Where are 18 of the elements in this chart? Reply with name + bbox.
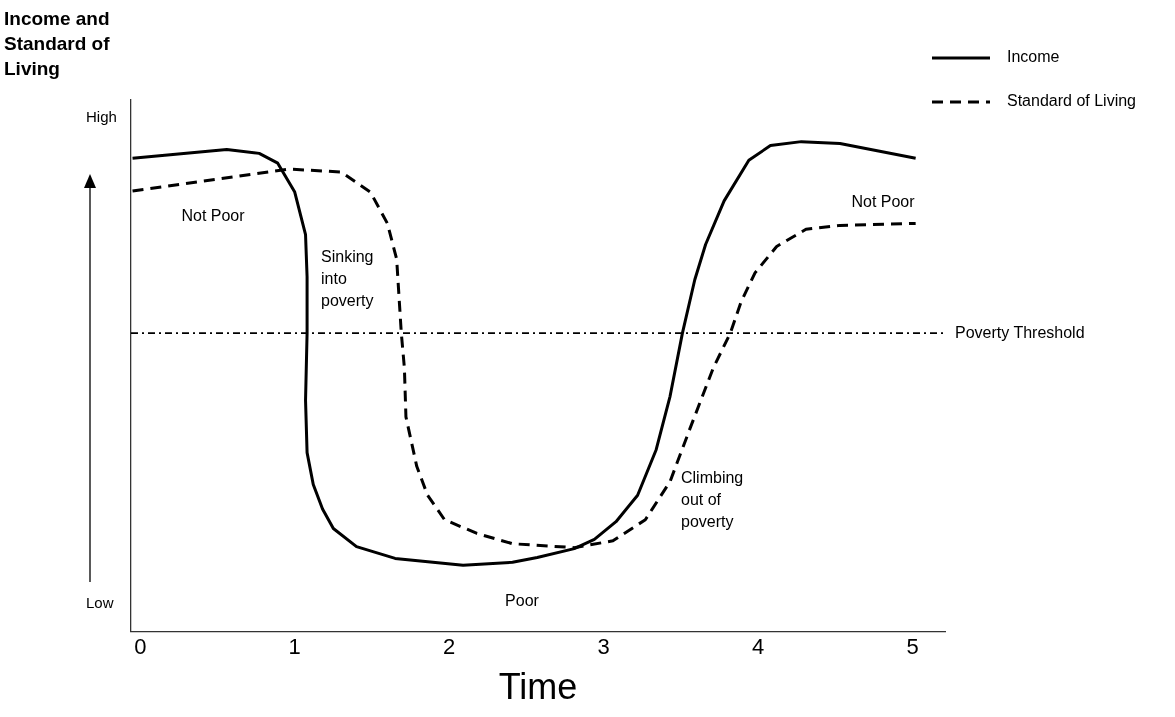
x-tick-label: 3 bbox=[597, 633, 610, 659]
x-tick-label: 2 bbox=[443, 633, 456, 659]
x-tick-label: 4 bbox=[751, 633, 765, 659]
x-tick-label: 5 bbox=[906, 633, 919, 659]
x-tick-label: 0 bbox=[134, 633, 147, 659]
annotation: Sinking into poverty bbox=[321, 248, 374, 310]
annotation: Not Poor bbox=[181, 207, 246, 225]
x-tick-label: 1 bbox=[288, 633, 301, 659]
ref-line-label: Poverty Threshold bbox=[955, 323, 1085, 341]
text: High bbox=[86, 108, 117, 125]
text: Low bbox=[86, 594, 114, 611]
legend-label: Standard of Living bbox=[1007, 92, 1136, 110]
chart-title: Income and Standard of Living bbox=[4, 7, 111, 81]
annotation: Climbing out of poverty bbox=[681, 469, 744, 531]
annotation: Poor bbox=[505, 592, 540, 610]
annotation: Not Poor bbox=[851, 193, 916, 211]
x-axis-title: Time bbox=[498, 666, 578, 708]
legend-label: Income bbox=[1007, 48, 1060, 66]
